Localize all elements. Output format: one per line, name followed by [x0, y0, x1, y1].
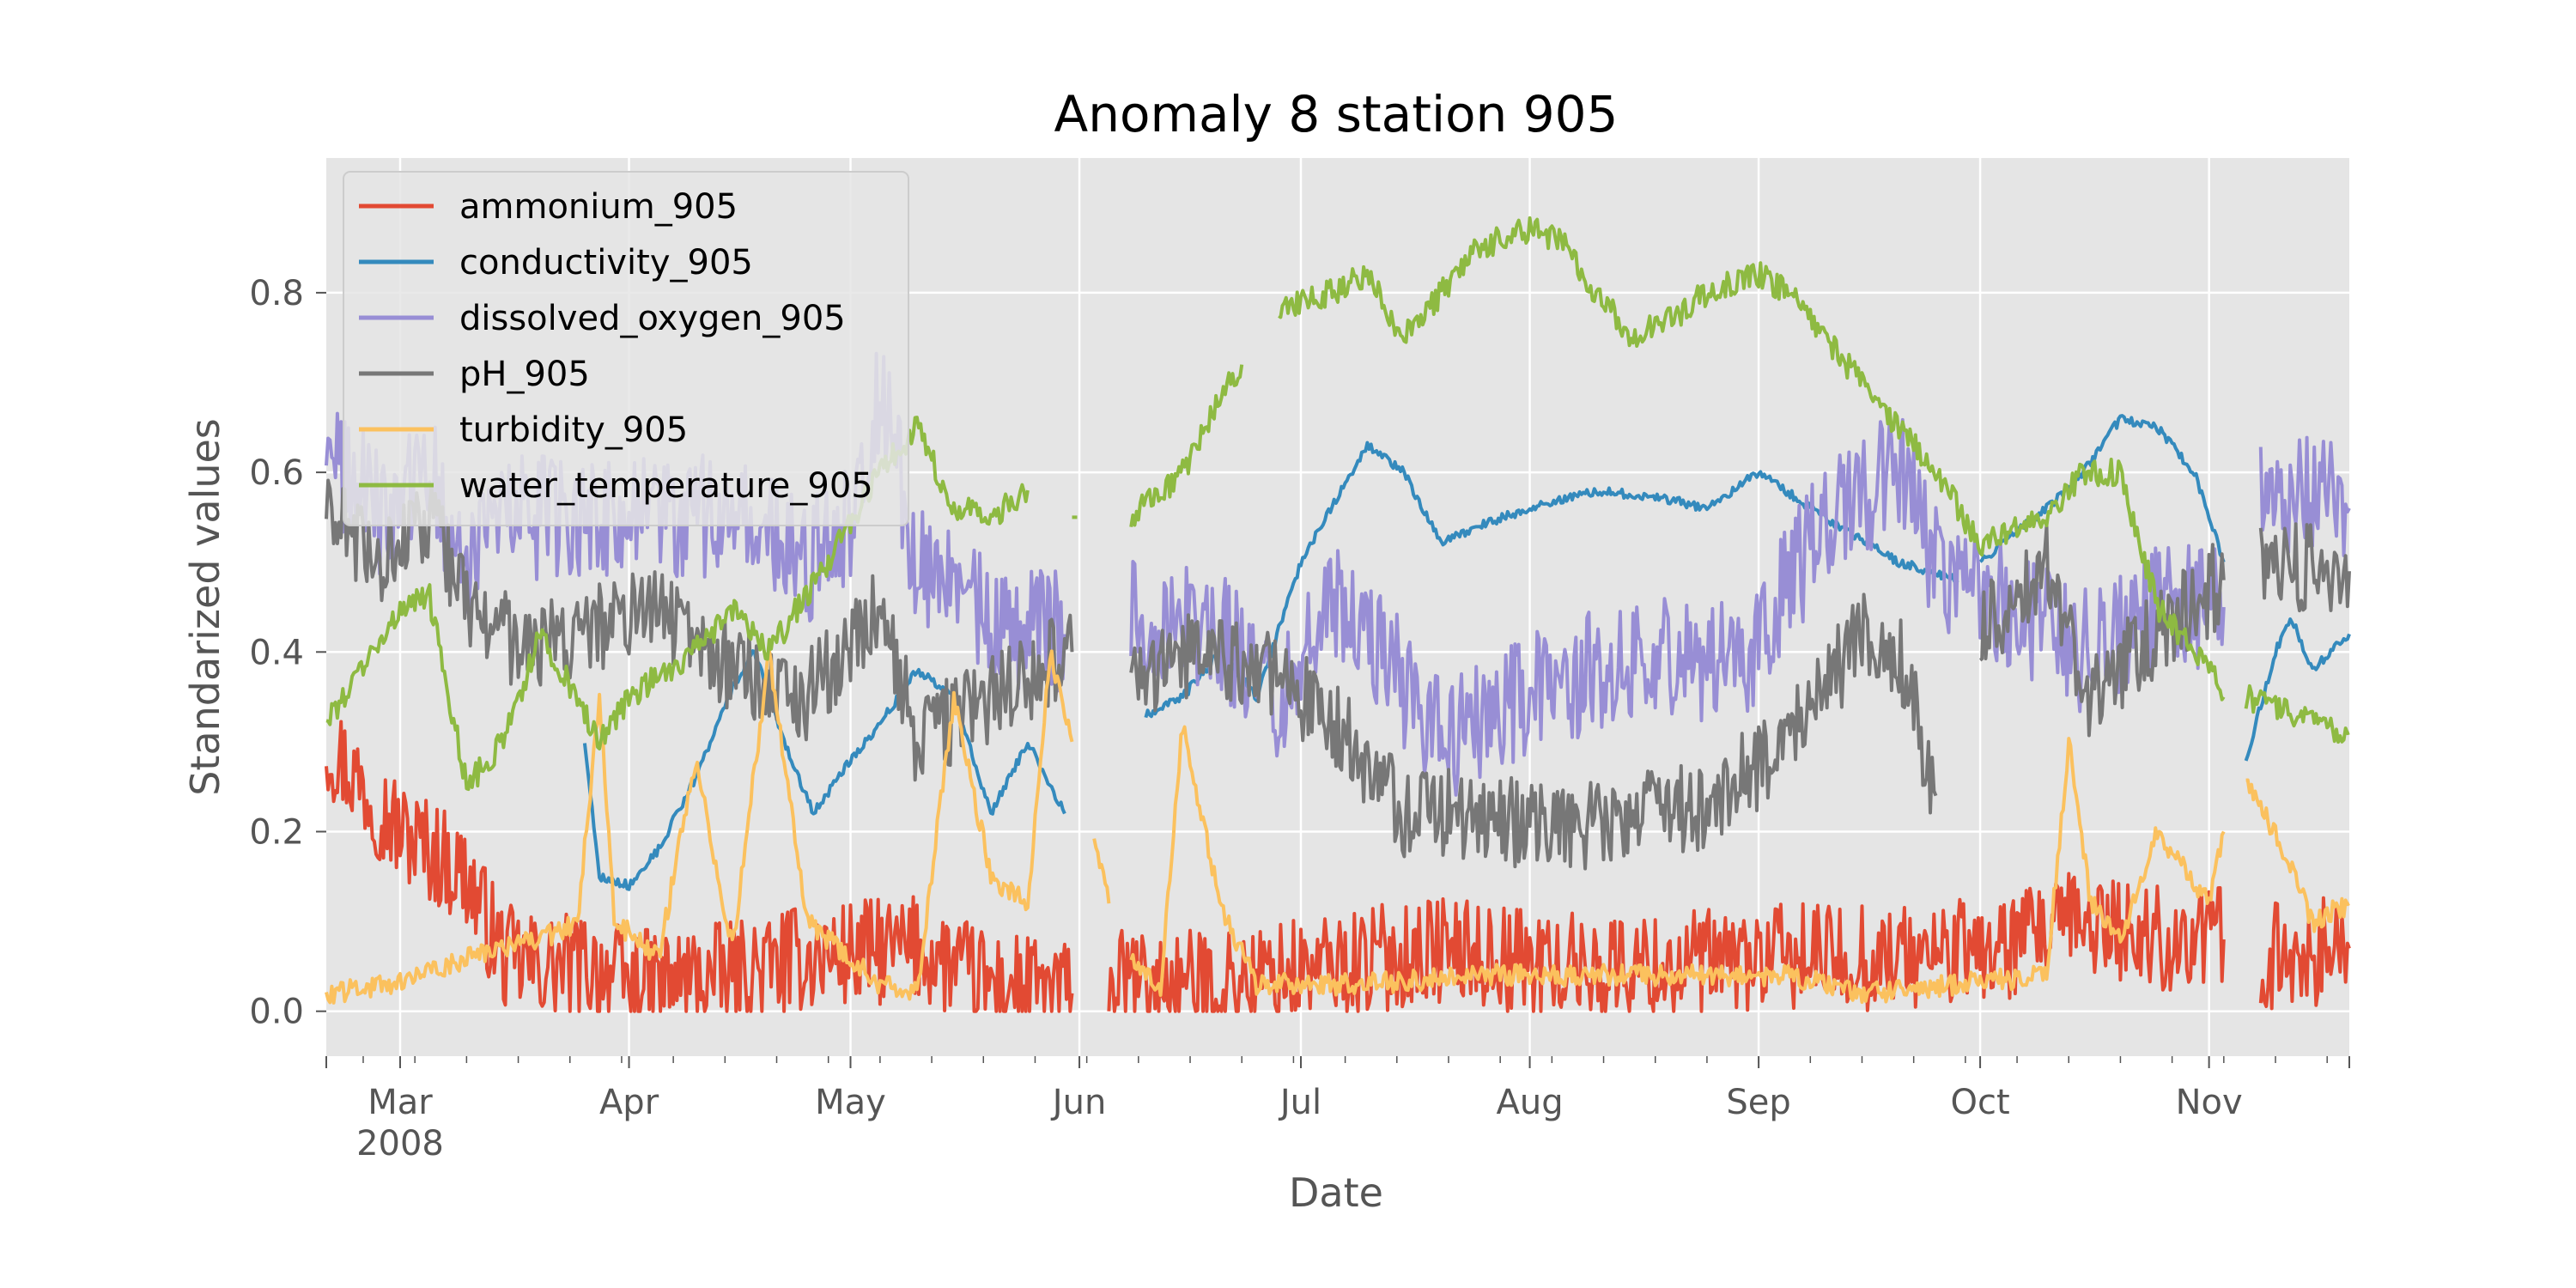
y-tick-label: 0.2 [249, 813, 304, 853]
series-line [325, 416, 1030, 792]
x-tick-sublabel: 2008 [356, 1124, 444, 1163]
series-line [582, 649, 1066, 891]
series-water_temperature_905 [325, 216, 2350, 792]
x-axis-label: Date [1289, 1170, 1383, 1216]
y-tick-label: 0.6 [249, 453, 304, 493]
series-turbidity_905 [325, 649, 2350, 1005]
y-axis: 0.0 0.2 0.4 0.6 0.8 [249, 274, 326, 1032]
legend-label: pH_905 [459, 355, 590, 394]
series-line [325, 720, 1074, 1013]
legend-label: ammonium_905 [459, 187, 738, 227]
series-line [2258, 896, 2351, 1011]
x-tick-label: Jul [1278, 1083, 1321, 1122]
x-tick-label: Aug [1497, 1083, 1564, 1122]
y-tick-label: 0.4 [249, 633, 304, 672]
series-line [325, 649, 1074, 1005]
y-tick-label: 0.0 [249, 993, 304, 1032]
series-line [1092, 838, 1111, 904]
x-tick-label: Sep [1726, 1083, 1790, 1122]
legend-box [343, 171, 909, 526]
x-tick-label: Apr [599, 1083, 659, 1122]
series-line [1129, 364, 1244, 528]
legend-label: turbidity_905 [459, 410, 688, 450]
x-tick-label: Jun [1050, 1083, 1107, 1122]
series-line [2244, 683, 2350, 744]
x-tick-label: Nov [2176, 1083, 2243, 1122]
x-tick-label: Mar [368, 1083, 433, 1122]
series-line [1978, 524, 2226, 738]
series-line [2245, 778, 2350, 933]
chart-title: Anomaly 8 station 905 [1054, 85, 1619, 143]
x-tick-label: May [815, 1083, 886, 1122]
y-tick-label: 0.8 [249, 274, 304, 313]
series-line [1129, 725, 2226, 1005]
series-line [2258, 522, 2351, 613]
series-line [1278, 216, 2226, 702]
legend: ammonium_905 conductivity_905 dissolved_ox… [343, 171, 909, 526]
legend-label: water_temperature_905 [459, 466, 873, 506]
series-line [1129, 417, 2226, 797]
legend-label: dissolved_oxygen_905 [459, 299, 846, 338]
series-pH_905 [325, 478, 2351, 871]
series-line [2244, 617, 2351, 762]
x-tick-label: Oct [1950, 1083, 2009, 1122]
legend-label: conductivity_905 [459, 243, 753, 283]
series-line [1129, 592, 1938, 871]
y-axis-label: Standarized values [182, 418, 228, 796]
